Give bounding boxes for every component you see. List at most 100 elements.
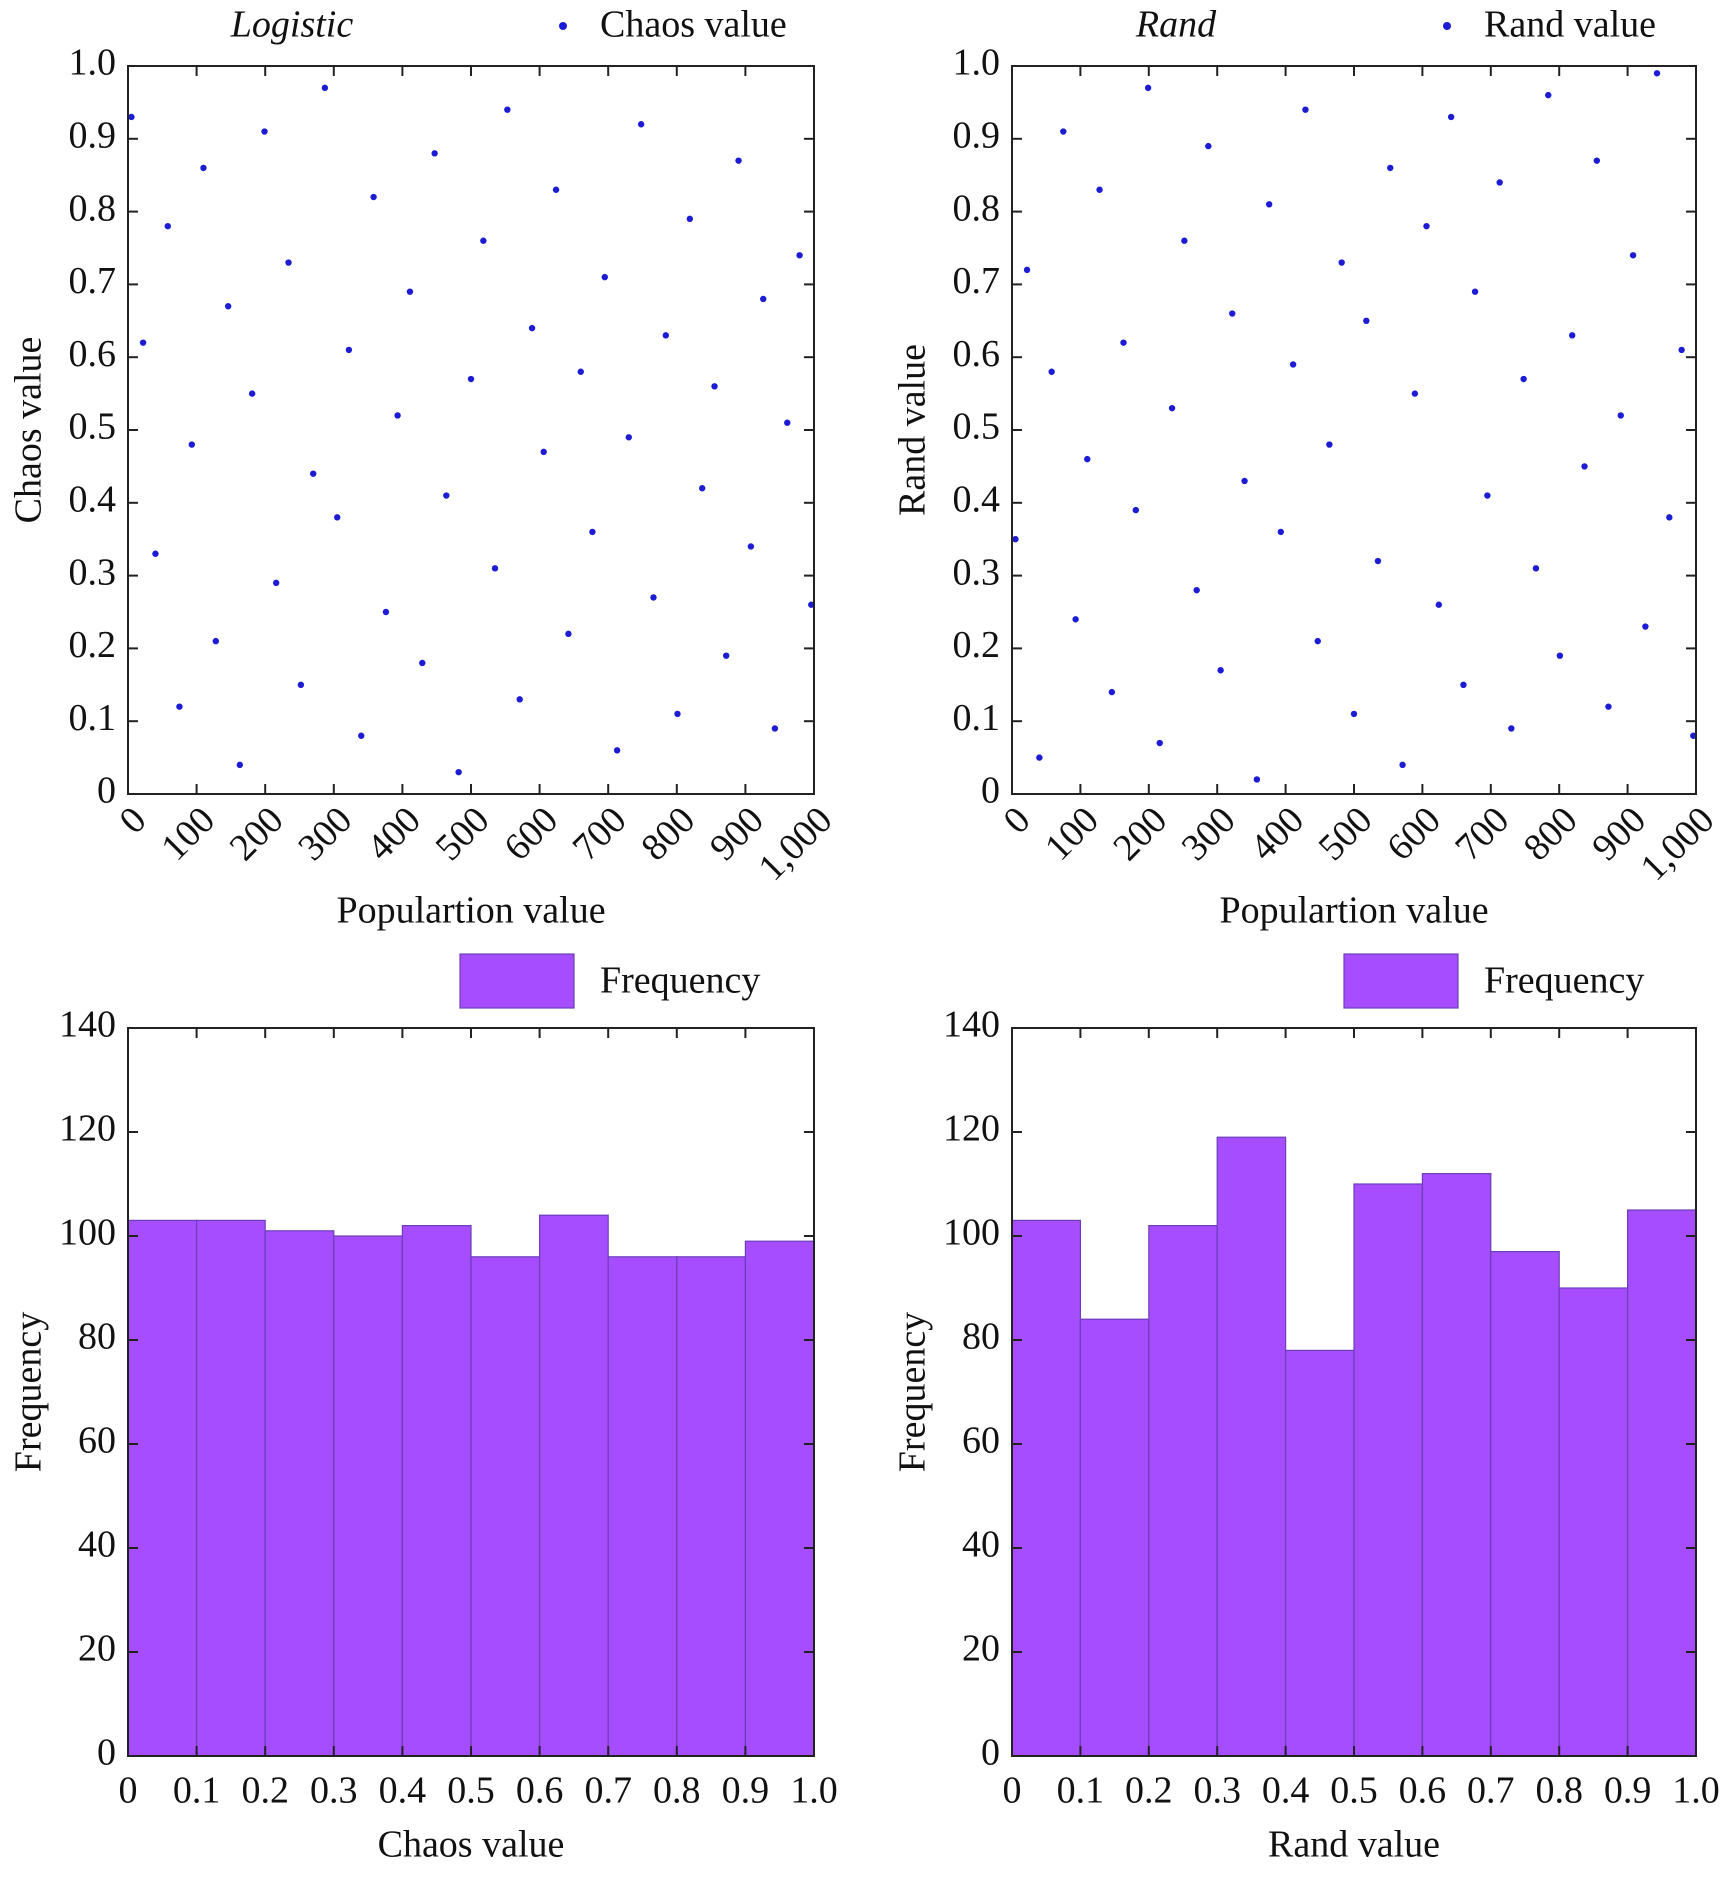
y-tick-label: 0.3 [953, 551, 1001, 593]
y-tick-label: 0 [97, 1732, 116, 1774]
scatter-point [637, 121, 645, 128]
scatter-point [1036, 754, 1043, 761]
x-tick-label: 0.5 [1330, 1770, 1378, 1812]
scatter-point [1545, 91, 1552, 99]
scatter-point [443, 492, 450, 499]
scatter-point [1447, 113, 1455, 121]
y-tick-label: 0.4 [953, 479, 1001, 521]
scatter-point [1289, 361, 1297, 368]
scatter-point [1132, 506, 1140, 514]
scatter-point [1338, 259, 1345, 266]
y-axis-label: Rand value [892, 344, 934, 516]
x-tick-label: 0.9 [1604, 1770, 1652, 1812]
scatter-point [1253, 776, 1261, 783]
scatter-point [760, 295, 767, 303]
x-tick-label: 0 [1003, 1770, 1022, 1812]
y-tick-label: 0.4 [69, 479, 117, 521]
x-tick-label: 0.4 [1262, 1770, 1310, 1812]
scatter-point [1314, 637, 1321, 645]
scatter-point [1363, 317, 1370, 324]
scatter-point [1048, 368, 1055, 375]
scatter-point [504, 106, 511, 113]
y-tick-label: 100 [59, 1212, 116, 1254]
histogram-bar [1421, 1172, 1492, 1757]
scatter-point [1350, 710, 1358, 718]
y-tick-label: 0.9 [69, 115, 117, 157]
scatter-point [419, 659, 426, 667]
scatter-point [261, 128, 268, 135]
scatter-point [540, 448, 547, 456]
scatter-point [528, 324, 536, 332]
legend-swatch [459, 953, 575, 1009]
scatter-point [1399, 761, 1406, 769]
scatter-point [1484, 492, 1491, 499]
x-tick-label: 400 [1242, 799, 1312, 869]
x-tick-label: 500 [1311, 799, 1381, 869]
x-tick-label: 600 [1379, 799, 1449, 869]
scatter-point [1666, 514, 1673, 521]
scatter-point [1302, 106, 1309, 113]
histogram-bar [196, 1219, 266, 1757]
x-tick-label: 200 [1105, 799, 1175, 869]
scatter-point [1120, 339, 1127, 346]
scatter-point [1568, 332, 1576, 339]
y-tick-label: 100 [943, 1212, 1000, 1254]
scatter-point [1556, 652, 1564, 659]
y-tick-label: 0.8 [953, 187, 1001, 229]
y-tick-label: 0.6 [69, 333, 117, 375]
scatter-point [784, 419, 791, 426]
scatter-point [1265, 201, 1273, 208]
x-tick-label: 0.6 [516, 1770, 564, 1812]
x-tick-label: 1,000 [750, 799, 840, 889]
histogram-bar [1216, 1136, 1287, 1757]
histogram-bar [333, 1235, 403, 1757]
scatter-point [796, 252, 803, 259]
x-tick-label: 0.3 [310, 1770, 358, 1812]
scatter-point [1108, 688, 1116, 696]
legend-marker [559, 22, 567, 30]
scatter-point [662, 332, 670, 339]
x-tick-label: 0 [111, 799, 154, 842]
x-tick-label: 1.0 [790, 1770, 838, 1812]
scatter-point [1593, 157, 1601, 164]
scatter-point [164, 222, 171, 230]
histogram-bar [744, 1240, 815, 1757]
y-tick-label: 0.8 [69, 187, 117, 229]
scatter-point [1411, 390, 1419, 397]
y-tick-label: 0 [97, 770, 116, 812]
y-tick-label: 60 [962, 1420, 1000, 1462]
scatter-point [1678, 346, 1685, 354]
histogram-bar [1490, 1250, 1560, 1757]
x-axis-label: Populartion value [1219, 890, 1488, 932]
y-tick-label: 0.1 [953, 697, 1001, 739]
scatter-point [686, 215, 694, 223]
chart-panel: 00.10.20.30.40.50.60.70.80.91.0010020030… [8, 4, 841, 932]
y-tick-label: 0.6 [953, 333, 1001, 375]
y-tick-label: 0.5 [953, 406, 1001, 448]
scatter-point [650, 594, 657, 601]
chart-panel: 0 20 40 60 80 100 120 140 0 0.1 0.2 0.3 0.4 0.5 0.6 0.7… [8, 953, 838, 1866]
scatter-point [771, 725, 779, 732]
scatter-point [1617, 412, 1624, 419]
histogram-bar [676, 1256, 746, 1757]
x-tick-label: 100 [1037, 799, 1107, 869]
scatter-point [613, 747, 621, 754]
scatter-point [1471, 288, 1479, 295]
x-tick-label: 200 [222, 799, 292, 869]
scatter-point [516, 696, 523, 703]
scatter-point [1642, 623, 1649, 630]
histogram-bar [1148, 1224, 1218, 1757]
scatter-point [310, 470, 317, 477]
scatter-point [1023, 266, 1031, 274]
x-tick-label: 500 [428, 799, 498, 869]
histogram-bar [607, 1256, 678, 1757]
histogram-bar [1011, 1219, 1082, 1757]
scatter-point [345, 346, 353, 354]
scatter-point [176, 703, 183, 710]
scatter-point [1496, 179, 1503, 186]
legend-swatch [1343, 953, 1459, 1009]
x-axis-label: Chaos value [378, 1824, 565, 1866]
scatter-point [1653, 70, 1661, 77]
x-axis-label: Populartion value [336, 890, 605, 932]
